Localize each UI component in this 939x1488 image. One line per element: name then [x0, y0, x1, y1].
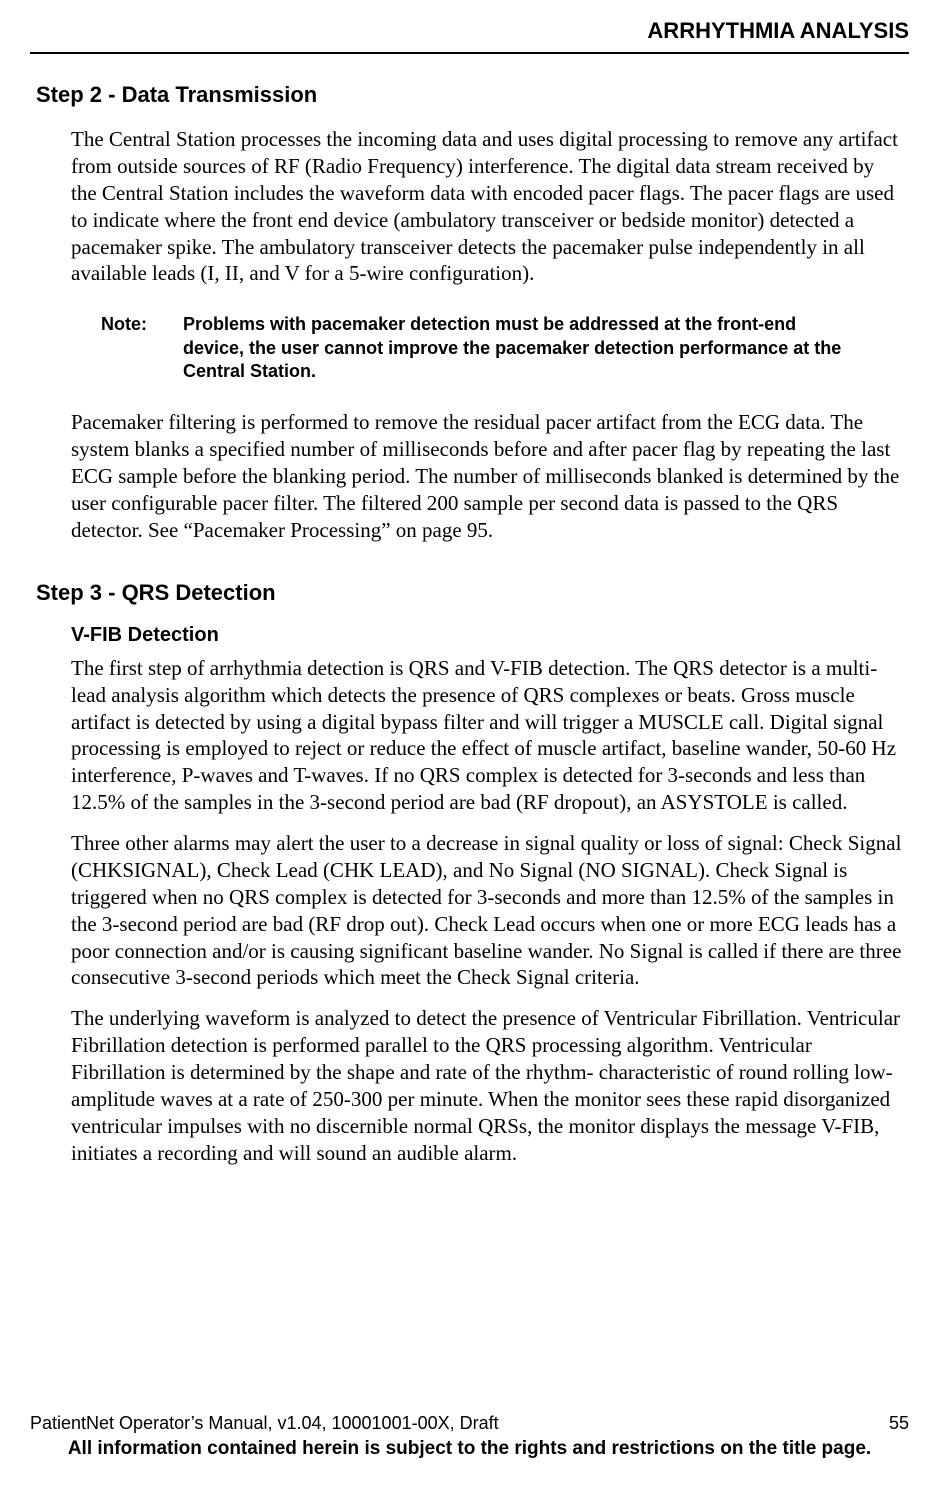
footer-rights: All information contained herein is subj…	[30, 1438, 909, 1460]
note-body: Problems with pacemaker detection must b…	[183, 313, 843, 383]
content-area: Step 2 - Data Transmission The Central S…	[30, 82, 909, 1167]
step3-p2: Three other alarms may alert the user to…	[71, 830, 903, 991]
note-block: Note: Problems with pacemaker detection …	[101, 313, 843, 383]
step2-p2: Pacemaker filtering is performed to remo…	[71, 409, 903, 543]
footer-left: PatientNet Operator’s Manual, v1.04, 100…	[30, 1413, 499, 1434]
page-header: ARRHYTHMIA ANALYSIS	[30, 0, 909, 52]
footer-page: 55	[889, 1413, 909, 1434]
header-rule	[30, 52, 909, 54]
step3-p1: The first step of arrhythmia detection i…	[71, 655, 903, 816]
vfib-subheading: V-FIB Detection	[71, 624, 903, 647]
note-label: Note:	[101, 313, 183, 383]
footer-line1: PatientNet Operator’s Manual, v1.04, 100…	[30, 1413, 909, 1434]
page: ARRHYTHMIA ANALYSIS Step 2 - Data Transm…	[0, 0, 939, 1488]
step3-p3: The underlying waveform is analyzed to d…	[71, 1005, 903, 1166]
footer: PatientNet Operator’s Manual, v1.04, 100…	[30, 1413, 909, 1460]
step3-heading: Step 3 - QRS Detection	[36, 580, 903, 606]
step2-heading: Step 2 - Data Transmission	[36, 82, 903, 108]
step2-p1: The Central Station processes the incomi…	[71, 126, 903, 287]
